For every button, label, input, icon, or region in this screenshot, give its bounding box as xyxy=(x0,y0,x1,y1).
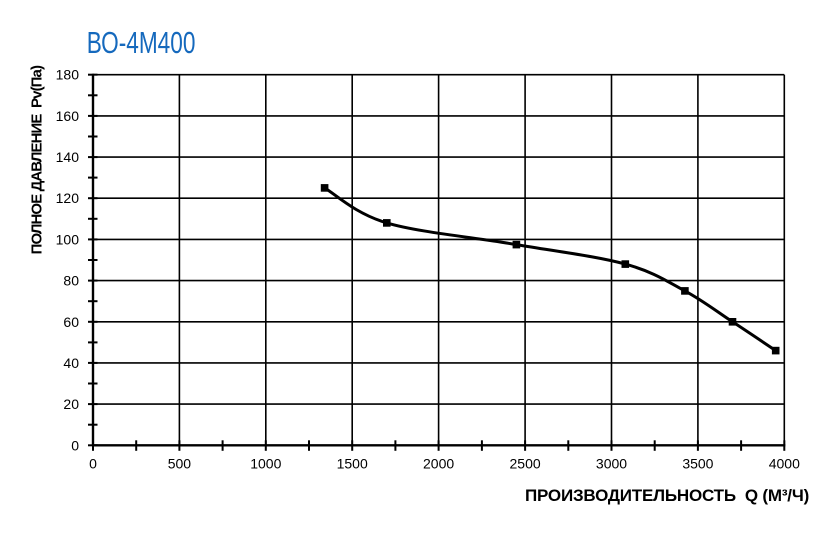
svg-text:80: 80 xyxy=(63,273,79,289)
svg-text:3000: 3000 xyxy=(596,456,627,472)
svg-text:ПРОИЗВОДИТЕЛЬНОСТЬ Q (М³/Ч): ПРОИЗВОДИТЕЛЬНОСТЬ Q (М³/Ч) xyxy=(525,486,809,505)
svg-text:ВО-4М400: ВО-4М400 xyxy=(87,25,196,60)
svg-text:120: 120 xyxy=(56,190,80,206)
svg-text:140: 140 xyxy=(56,149,80,165)
svg-text:3500: 3500 xyxy=(682,456,713,472)
svg-text:500: 500 xyxy=(168,456,192,472)
svg-text:1000: 1000 xyxy=(250,456,281,472)
svg-text:180: 180 xyxy=(56,67,80,83)
svg-text:160: 160 xyxy=(56,108,80,124)
svg-text:1500: 1500 xyxy=(337,456,368,472)
svg-text:60: 60 xyxy=(63,314,79,330)
svg-text:4000: 4000 xyxy=(769,456,800,472)
svg-text:ПОЛНОЕ ДАВЛЕНИЕ Pv(Па): ПОЛНОЕ ДАВЛЕНИЕ Pv(Па) xyxy=(29,65,46,254)
svg-text:40: 40 xyxy=(63,355,79,371)
svg-text:100: 100 xyxy=(56,231,80,247)
svg-text:0: 0 xyxy=(89,456,97,472)
svg-text:2000: 2000 xyxy=(423,456,454,472)
svg-text:20: 20 xyxy=(63,396,79,412)
svg-text:0: 0 xyxy=(71,437,79,453)
svg-text:2500: 2500 xyxy=(510,456,541,472)
